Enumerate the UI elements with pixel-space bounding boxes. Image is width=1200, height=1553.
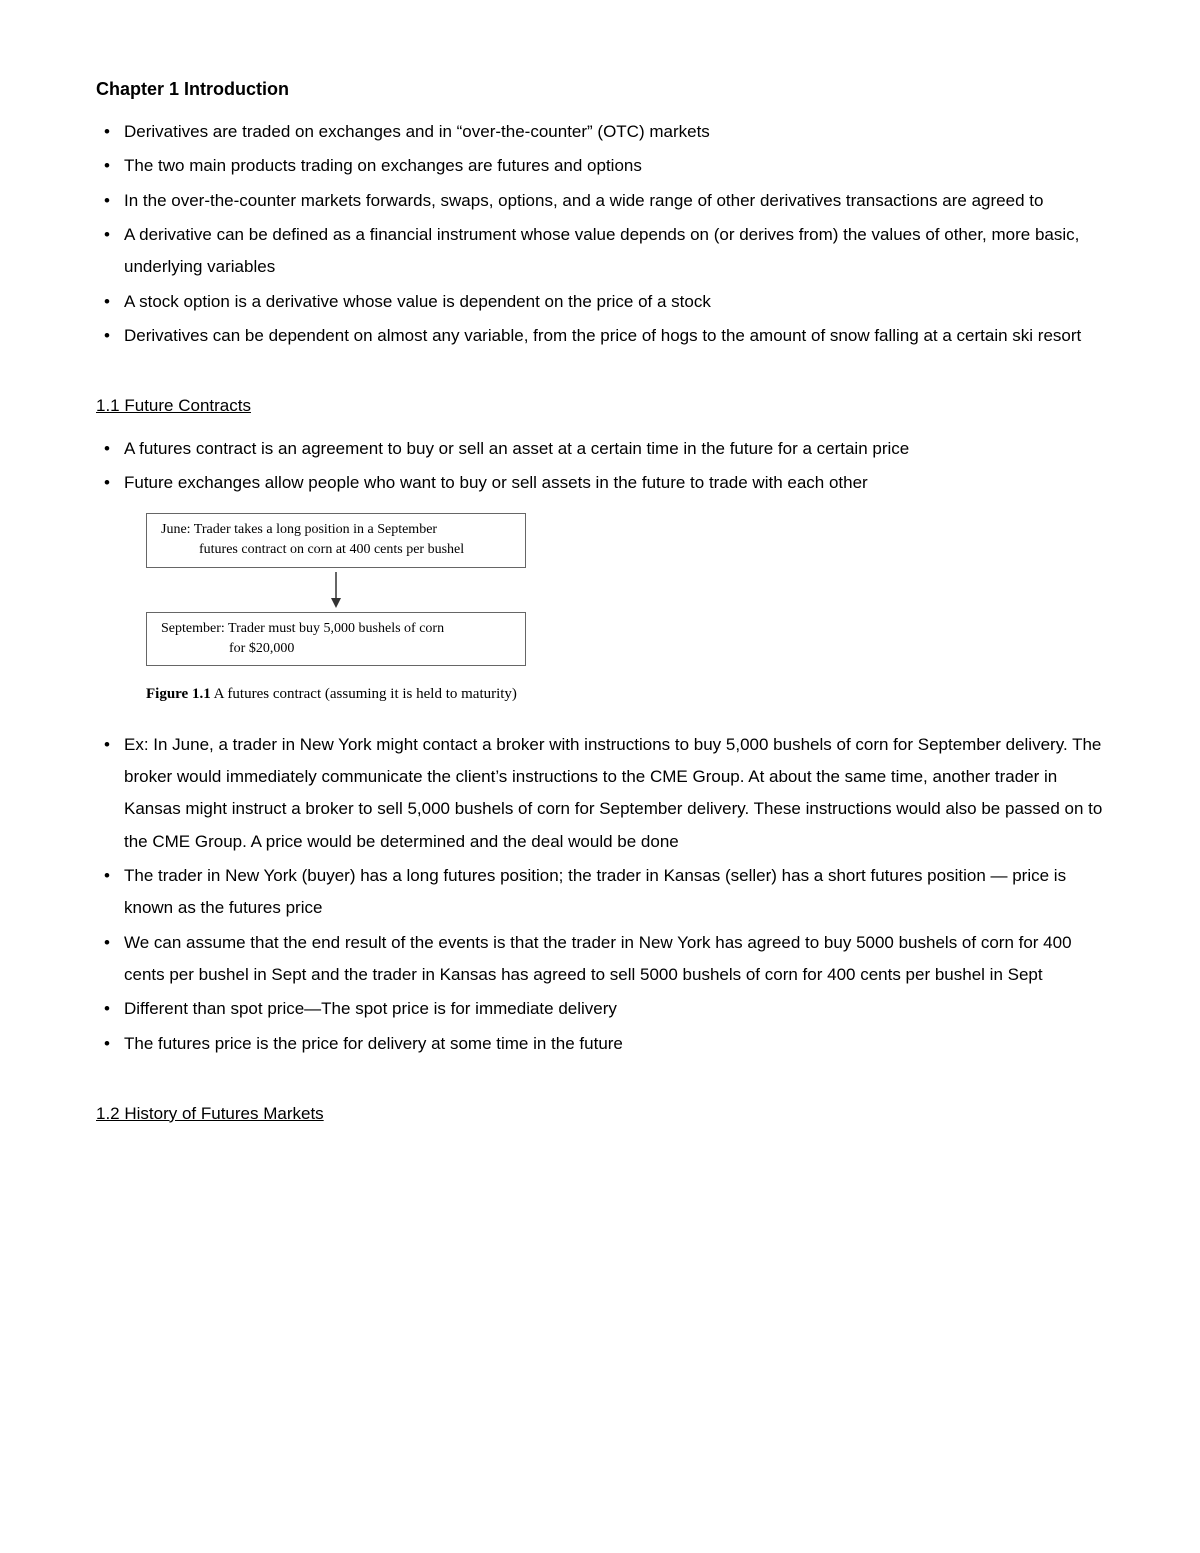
list-item: A stock option is a derivative whose val…: [96, 286, 1104, 318]
diagram-box-text: futures contract on corn at 400 cents pe…: [161, 542, 464, 557]
list-item: A derivative can be defined as a financi…: [96, 219, 1104, 284]
list-item: Different than spot price—The spot price…: [96, 993, 1104, 1025]
list-item: We can assume that the end result of the…: [96, 927, 1104, 992]
section-1-1-bullets-after: Ex: In June, a trader in New York might …: [96, 729, 1104, 1060]
intro-bullet-list: Derivatives are traded on exchanges and …: [96, 116, 1104, 352]
section-heading-1-1: 1.1 Future Contracts: [96, 390, 1104, 422]
section-heading-1-2: 1.2 History of Futures Markets: [96, 1098, 1104, 1130]
diagram-box-september: September: Trader must buy 5,000 bushels…: [146, 612, 526, 667]
diagram-box-text: September: Trader must buy 5,000 bushels…: [161, 621, 444, 636]
list-item: Future exchanges allow people who want t…: [96, 467, 1104, 499]
chapter-title: Chapter 1 Introduction: [96, 72, 1104, 106]
list-item: Derivatives can be dependent on almost a…: [96, 320, 1104, 352]
list-item: Derivatives are traded on exchanges and …: [96, 116, 1104, 148]
diagram-box-text: June: Trader takes a long position in a …: [161, 522, 437, 537]
list-item: A futures contract is an agreement to bu…: [96, 433, 1104, 465]
figure-label: Figure 1.1: [146, 686, 211, 702]
section-1-1-bullets-before: A futures contract is an agreement to bu…: [96, 433, 1104, 500]
figure-1-1-caption: Figure 1.1 A futures contract (assuming …: [146, 680, 1104, 709]
list-item: Ex: In June, a trader in New York might …: [96, 729, 1104, 858]
figure-caption-text: A futures contract (assuming it is held …: [214, 686, 517, 702]
list-item: In the over-the-counter markets forwards…: [96, 185, 1104, 217]
diagram-arrow-down: [146, 568, 526, 612]
list-item: The trader in New York (buyer) has a lon…: [96, 860, 1104, 925]
arrow-down-icon: [326, 572, 346, 608]
diagram-box-text: for $20,000: [161, 641, 294, 656]
list-item: The two main products trading on exchang…: [96, 150, 1104, 182]
figure-1-1-diagram: June: Trader takes a long position in a …: [146, 513, 1104, 666]
diagram-box-june: June: Trader takes a long position in a …: [146, 513, 526, 568]
list-item: The futures price is the price for deliv…: [96, 1028, 1104, 1060]
